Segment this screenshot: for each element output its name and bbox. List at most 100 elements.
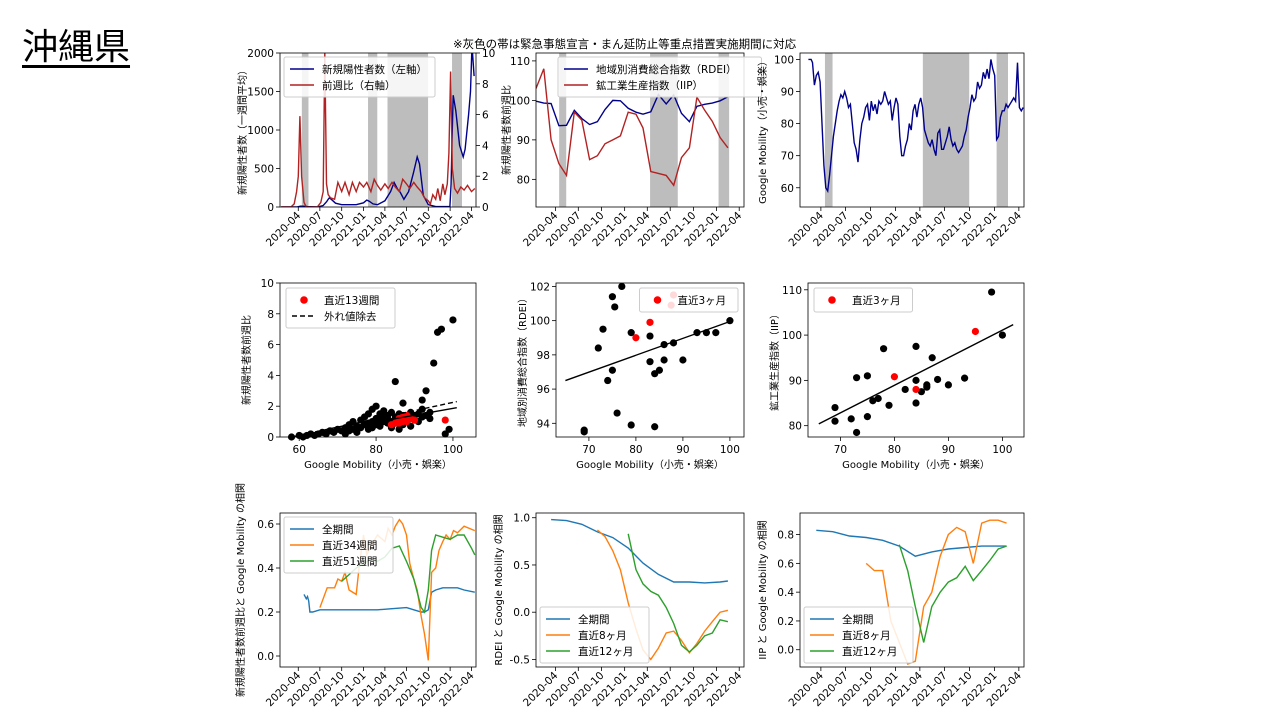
scatter-point <box>944 381 953 389</box>
series-line-1 <box>596 529 729 661</box>
scatter-point <box>437 325 446 333</box>
x-axis-label: Google Mobility（小売・娯楽） <box>576 458 724 471</box>
y-tick-label: 4 <box>267 370 274 382</box>
shaded-period <box>824 53 833 207</box>
series-line-1 <box>536 68 729 187</box>
legend-label: 直近12ヶ月 <box>842 645 897 658</box>
y-tick-label: 1500 <box>247 87 274 99</box>
scatter-point <box>912 342 920 351</box>
plot-frame <box>799 52 1025 208</box>
plot-frame <box>555 282 745 438</box>
legend-label: 直近8ヶ月 <box>578 629 627 642</box>
scatter-point <box>611 303 619 311</box>
scatter-point <box>917 388 926 396</box>
scatter-point <box>912 399 920 407</box>
legend-box <box>285 287 396 329</box>
legend-label: 直近3ヶ月 <box>678 294 727 307</box>
scatter-point <box>372 402 380 410</box>
scatter-point <box>422 387 430 395</box>
series-line-0 <box>281 53 475 207</box>
legend-label: 新規陽性者数（左軸） <box>322 63 427 76</box>
x-tick-label: 80 <box>888 444 901 456</box>
scatter-point-recent <box>890 373 899 381</box>
scatter-point-recent <box>632 334 640 342</box>
scatter-point <box>885 401 893 409</box>
y-tick-label: 8 <box>267 309 274 321</box>
plot-frame <box>279 282 477 438</box>
scatter-point <box>726 317 734 325</box>
x-tick-label: 80 <box>629 444 642 456</box>
y-tick-label: 94 <box>537 418 551 430</box>
legend-box <box>557 56 762 98</box>
y-tick-label: -0.5 <box>510 654 531 666</box>
shaded-period <box>559 53 567 207</box>
plot-frame <box>799 512 1025 668</box>
plot-frame <box>807 282 1025 438</box>
y-axis-label: 新規陽性者数前週比 <box>240 315 253 405</box>
scatter-point-recent <box>912 385 920 394</box>
y-tick-label: 8 <box>482 79 489 91</box>
y-tick-label: 96 <box>537 384 551 396</box>
scatter-point <box>679 356 687 364</box>
scatter-point <box>613 409 621 417</box>
scatter-point <box>961 374 969 382</box>
x-tick-label: 100 <box>720 444 740 456</box>
cases-timeline: 0 500 1000 1500 2000 0 2 4 6 8 10 新規陽性者数前週比 新規陽性者数（一… <box>236 48 513 249</box>
scatter-point <box>399 399 407 407</box>
y-tick-label: 0.5 <box>513 560 530 572</box>
scatter-point <box>599 325 607 333</box>
scatter-point <box>853 428 861 437</box>
x-tick-label: 90 <box>676 444 689 456</box>
y-tick-label: 10 <box>261 278 274 290</box>
shaded-period <box>301 53 309 207</box>
y-tick-label: 0.2 <box>777 616 794 628</box>
legend-label: 地域別消費総合指数（RDEI） <box>596 63 737 76</box>
scatter-point <box>901 385 909 394</box>
y-tick-label: 100 <box>530 316 550 328</box>
scatter-point <box>847 415 855 423</box>
scatter-point <box>646 358 654 366</box>
y-axis-label: 鉱工業生産指数（IIP） <box>768 309 781 411</box>
legend-marker <box>300 296 308 304</box>
scatter-point <box>831 417 839 425</box>
fit-line <box>291 407 457 438</box>
y-tick-label: 80 <box>517 174 530 186</box>
legend-label: 前週比（右軸） <box>322 79 396 92</box>
scatter-point <box>418 396 426 404</box>
scatter-point <box>831 403 839 412</box>
shading-note: ※灰色の帯は緊急事態宣言・まん延防止等重点措置実施期間に対応 <box>453 37 797 51</box>
shaded-period <box>368 53 378 207</box>
y-axis-label: RDEI と Google Mobility の相関 <box>492 514 505 665</box>
scatter-point <box>988 288 996 296</box>
y-tick-label: 0.6 <box>257 519 274 531</box>
series-line-2 <box>627 533 729 653</box>
plot-frame <box>535 512 745 668</box>
y-tick-label: 6 <box>482 110 489 122</box>
scatter-point <box>863 372 872 380</box>
y-tick-label: 0.2 <box>257 607 274 619</box>
scatter-point <box>445 425 453 433</box>
legend-box <box>639 287 739 313</box>
scatter-point <box>430 359 438 367</box>
fit-line <box>818 324 1014 425</box>
fit-line-outlier-removed <box>291 400 457 438</box>
legend-label: 直近13週間 <box>324 294 379 307</box>
plot-frame <box>535 52 745 208</box>
scatter-point <box>874 394 882 403</box>
legend-label: 直近34週間 <box>322 539 377 552</box>
y-tick-label: 1000 <box>247 125 274 137</box>
legend-box <box>539 606 650 664</box>
scatter-point <box>863 413 872 421</box>
cases-mobility-correlation: 0.0 0.2 0.4 0.6 新規陽性者数前週比と Google Mobility の… <box>234 483 477 709</box>
rdei-iip-timeline: 80901001102020-042020-072020-102021-0120… <box>510 52 762 249</box>
y-tick-label: 0.0 <box>257 651 274 663</box>
y-tick-label: 110 <box>782 285 802 297</box>
scatter-point <box>651 423 659 431</box>
scatter-point <box>608 366 617 374</box>
y-tick-label: 90 <box>517 135 530 147</box>
scatter-point-recent <box>441 416 449 424</box>
x-tick-label: 100 <box>992 444 1012 456</box>
scatter-point <box>869 397 877 405</box>
y-tick-label: 1.0 <box>513 513 530 525</box>
